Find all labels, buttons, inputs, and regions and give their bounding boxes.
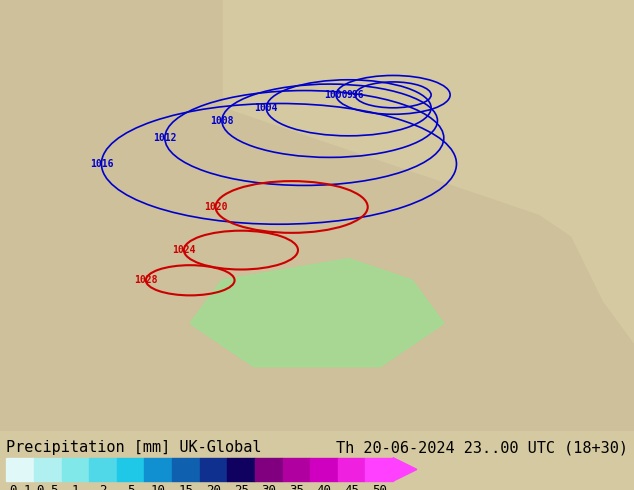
Text: Precipitation [mm] UK-Global: Precipitation [mm] UK-Global	[6, 440, 262, 455]
Text: 20: 20	[206, 484, 221, 490]
Bar	[283, 458, 310, 481]
Bar	[61, 458, 89, 481]
Bar	[200, 458, 228, 481]
Text: 0.1: 0.1	[9, 484, 32, 490]
Text: 1016: 1016	[89, 159, 113, 169]
Text: 40: 40	[316, 484, 332, 490]
Text: 1020: 1020	[204, 202, 228, 212]
Text: 0.5: 0.5	[37, 484, 59, 490]
Bar	[145, 458, 172, 481]
Bar	[117, 458, 145, 481]
Bar	[89, 458, 117, 481]
Bar	[172, 458, 200, 481]
Text: 45: 45	[344, 484, 359, 490]
Text: 1004: 1004	[254, 103, 278, 113]
Polygon shape	[190, 259, 444, 367]
Polygon shape	[393, 458, 417, 481]
Text: 1024: 1024	[172, 245, 196, 255]
Bar	[365, 458, 393, 481]
Text: 5: 5	[127, 484, 134, 490]
Text: 2: 2	[100, 484, 107, 490]
Bar	[34, 458, 61, 481]
Text: 1008: 1008	[210, 116, 234, 126]
Text: 1012: 1012	[153, 133, 177, 143]
Polygon shape	[0, 0, 634, 431]
Text: 996: 996	[346, 90, 364, 100]
Text: 50: 50	[372, 484, 387, 490]
Text: 25: 25	[234, 484, 249, 490]
Text: 15: 15	[178, 484, 193, 490]
Bar	[310, 458, 338, 481]
Text: 1: 1	[72, 484, 79, 490]
Text: 1028: 1028	[134, 275, 158, 285]
Bar	[6, 458, 34, 481]
Text: 10: 10	[151, 484, 165, 490]
Text: 1000: 1000	[324, 90, 348, 100]
Bar	[338, 458, 365, 481]
Bar	[255, 458, 283, 481]
Bar	[228, 458, 255, 481]
Text: 30: 30	[261, 484, 276, 490]
Text: Th 20-06-2024 23..00 UTC (18+30): Th 20-06-2024 23..00 UTC (18+30)	[335, 440, 628, 455]
Text: 35: 35	[289, 484, 304, 490]
